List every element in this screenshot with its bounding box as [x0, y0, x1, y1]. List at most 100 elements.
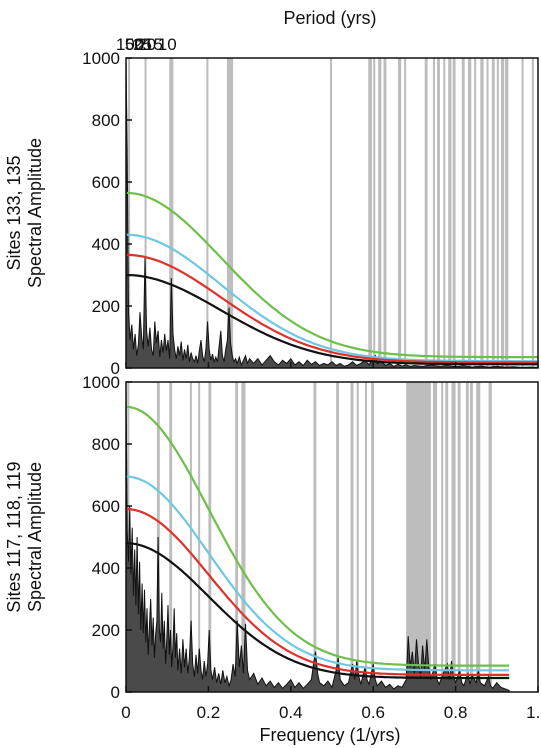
frequency-band	[189, 382, 192, 692]
frequency-band	[378, 58, 382, 368]
frequency-band	[521, 58, 524, 368]
top-tick-label: 10	[158, 35, 177, 54]
frequency-band	[500, 58, 505, 368]
frequency-band	[476, 382, 481, 692]
y-tick-label: 600	[92, 497, 120, 516]
frequency-band	[470, 382, 473, 692]
frequency-band	[373, 58, 376, 368]
frequency-band	[424, 58, 428, 368]
frequency-band	[383, 58, 387, 368]
frequency-band	[356, 382, 359, 692]
frequency-band	[208, 382, 212, 692]
panel-top-y-axis-ticks: 0 200 400 600 800 1000	[82, 49, 132, 378]
panel-top: 0 200 400 600 800 1000 Sites 133, 135 Spectra…	[4, 49, 539, 378]
top-tick-label: 15	[144, 35, 163, 54]
top-tick-label: 20	[137, 35, 156, 54]
y-tick-label: 0	[111, 683, 120, 702]
spectrum-area	[126, 58, 538, 368]
panel-top-threshold-curves	[126, 191, 538, 366]
top-axis-title: Period (yrs)	[283, 8, 376, 28]
frequency-band	[461, 58, 465, 368]
y-tick-label: 600	[92, 173, 120, 192]
frequency-band	[480, 58, 484, 368]
panel-bottom-y-label-amplitude: Spectral Amplitude	[25, 462, 45, 612]
panel-top-frequency-bands	[128, 58, 534, 368]
frequency-band	[465, 382, 469, 692]
frequency-band	[474, 58, 477, 368]
red-threshold-curve	[126, 508, 510, 676]
frequency-band	[457, 382, 461, 692]
x-tick-label: 0.6	[361, 703, 385, 722]
frequency-band	[313, 382, 317, 692]
black-threshold-curve	[126, 542, 510, 680]
frequency-band	[443, 58, 446, 368]
frequency-band	[451, 382, 456, 692]
frequency-band	[336, 382, 340, 692]
frequency-band	[432, 382, 438, 692]
y-tick-label: 200	[92, 621, 120, 640]
red-threshold-curve	[126, 253, 538, 364]
frequency-band	[169, 382, 173, 692]
frequency-band	[364, 382, 368, 692]
frequency-band	[496, 58, 499, 368]
frequency-band	[397, 58, 402, 368]
top-tick-label: 50	[125, 35, 144, 54]
black-threshold-curve	[126, 273, 538, 366]
y-tick-label: 1000	[82, 49, 120, 68]
y-tick-label: 200	[92, 297, 120, 316]
frequency-band	[448, 58, 452, 368]
frequency-band	[235, 382, 239, 692]
cyan-threshold-curve	[126, 475, 510, 672]
frequency-band	[169, 58, 174, 368]
frequency-band	[488, 382, 492, 692]
frequency-band	[329, 58, 332, 368]
frequency-band	[432, 58, 435, 368]
x-tick-label: 0.2	[197, 703, 221, 722]
panel-top-frame	[125, 57, 539, 369]
frequency-band	[437, 58, 440, 368]
panel-top-spectrum	[126, 58, 538, 368]
panel-bottom-frame	[125, 381, 539, 693]
x-tick-label: 0.4	[279, 703, 303, 722]
frequency-band	[404, 58, 407, 368]
x-axis-ticks: 0 0.2 0.4 0.6 0.8 1.0	[121, 362, 541, 722]
frequency-band	[452, 58, 456, 368]
frequency-band	[241, 382, 246, 692]
panel-bottom-background	[126, 382, 538, 692]
frequency-band	[445, 382, 449, 692]
x-tick-label: 0	[121, 703, 130, 722]
y-tick-label: 400	[92, 235, 120, 254]
x-axis-title: Frequency (1/yrs)	[259, 725, 400, 745]
frequency-band	[127, 382, 130, 692]
frequency-band	[368, 58, 372, 368]
y-tick-label: 800	[92, 111, 120, 130]
frequency-band	[441, 382, 444, 692]
panel-bottom-threshold-curves	[126, 405, 510, 680]
x-tick-label: 1.0	[526, 703, 541, 722]
frequency-band	[226, 58, 234, 368]
frequency-band	[128, 58, 131, 368]
frequency-band	[371, 382, 375, 692]
frequency-band	[350, 382, 354, 692]
y-tick-label: 1000	[82, 373, 120, 392]
green-threshold-curve	[126, 405, 510, 667]
top-tick-label: 25	[133, 35, 152, 54]
frequency-band	[486, 58, 489, 368]
y-tick-label: 800	[92, 435, 120, 454]
frequency-band	[531, 58, 534, 368]
frequency-band	[491, 58, 495, 368]
frequency-band	[198, 382, 201, 692]
cyan-threshold-curve	[126, 233, 538, 363]
frequency-band	[505, 58, 509, 368]
frequency-band	[144, 58, 147, 368]
panel-bottom: 0 200 400 600 800 1000 Sites 117, 118, 119 Sp…	[4, 373, 539, 702]
top-tick-label: 100	[116, 35, 144, 54]
panel-top-y-label-amplitude: Spectral Amplitude	[25, 138, 45, 288]
frequency-band	[206, 58, 209, 368]
green-threshold-curve	[126, 191, 538, 359]
panel-top-y-label-sites: Sites 133, 135	[4, 155, 24, 270]
x-tick-label: 0.8	[444, 703, 468, 722]
panel-bottom-y-axis-ticks: 0 200 400 600 800 1000	[82, 373, 132, 702]
panel-bottom-y-label-sites: Sites 117, 118, 119	[4, 461, 24, 612]
